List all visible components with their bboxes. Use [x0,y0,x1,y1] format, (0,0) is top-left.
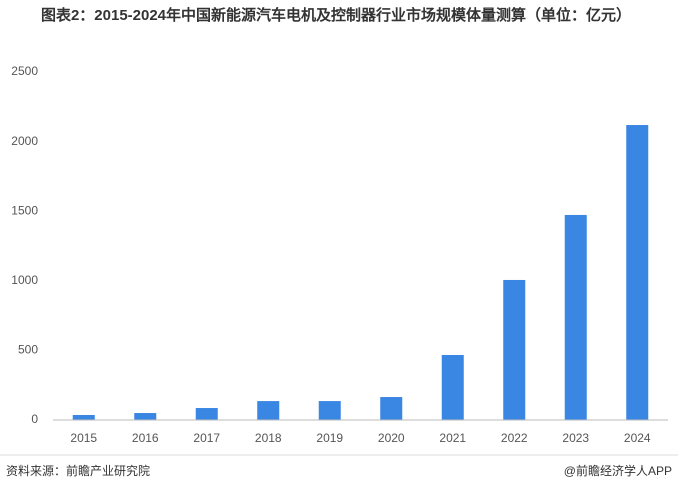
x-tick-label: 2016 [132,431,159,445]
bar [134,413,157,420]
x-tick-label: 2018 [255,431,282,445]
y-tick-label: 0 [31,412,38,426]
x-tick-label: 2020 [378,431,405,445]
bar [257,401,280,420]
y-tick-label: 2000 [11,134,38,148]
x-tick-label: 2022 [501,431,528,445]
bar [626,125,649,420]
x-tick-label: 2021 [439,431,466,445]
bar [503,279,526,420]
y-tick-label: 1000 [11,273,38,287]
x-tick-label: 2023 [562,431,589,445]
source: 资料来源：前瞻产业研究院 [6,463,150,478]
y-tick-label: 2500 [11,64,38,78]
x-tick-label: 2024 [624,431,651,445]
x-tick-label: 2017 [193,431,220,445]
x-tick-label: 2015 [70,431,97,445]
bar [441,354,464,420]
footer: @前瞻经济学人APP [564,463,672,478]
bar [195,408,218,420]
bar [380,397,403,420]
bar [564,214,587,420]
chart-title: 图表2：2015-2024年中国新能源汽车电机及控制器行业市场规模体量测算（单位… [40,7,632,24]
x-tick-label: 2019 [316,431,343,445]
y-tick-label: 1500 [11,203,38,217]
y-tick-label: 500 [18,343,38,357]
bar [318,401,341,420]
bar [72,414,95,420]
